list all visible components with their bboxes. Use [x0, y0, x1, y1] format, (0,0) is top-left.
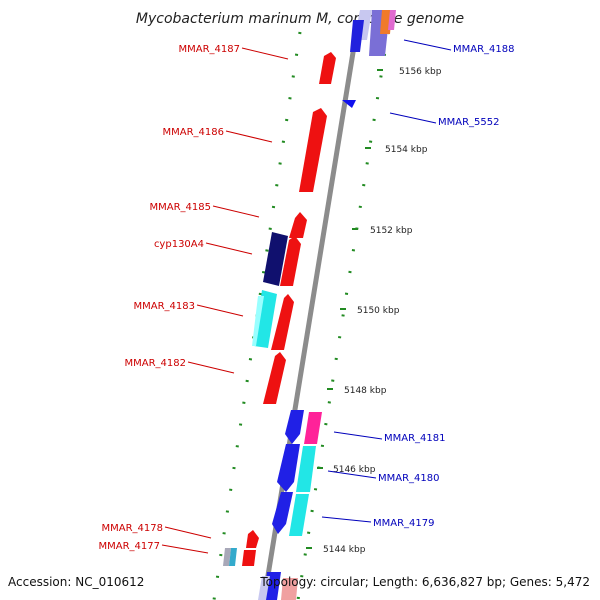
gene-block-mmar-4182[interactable] — [263, 352, 286, 404]
gene-label-text[interactable]: MMAR_4187 — [179, 44, 241, 55]
gene-label-text[interactable]: MMAR_4180 — [378, 473, 440, 484]
scale-tick-label: 5146 kbp — [333, 465, 376, 475]
scale-ticks: 5156 kbp 5154 kbp 5152 kbp 5150 kbp 5148… — [306, 67, 442, 555]
gene-label-text[interactable]: MMAR_4181 — [384, 433, 446, 444]
gene-label-text[interactable]: MMAR_4186 — [163, 127, 225, 138]
gene-block-cyan-edge[interactable] — [252, 296, 264, 346]
gene-label-text[interactable]: MMAR_4182 — [125, 358, 187, 369]
scale-tick: 5144 kbp — [306, 545, 366, 555]
gene-block-bottom-pink[interactable] — [281, 578, 298, 600]
gene-label-mmar-5552[interactable]: MMAR_5552 — [389, 112, 500, 128]
scale-tick: 5156 kbp — [377, 67, 442, 77]
gene-block-small-grey[interactable] — [223, 548, 231, 566]
gene-block-cyan-3[interactable] — [289, 494, 309, 536]
gene-label-mmar-4183[interactable]: MMAR_4183 — [134, 301, 244, 317]
scale-tick: 5150 kbp — [340, 306, 400, 316]
gene-block-cyp130a4[interactable] — [263, 232, 288, 286]
scale-tick-label: 5150 kbp — [357, 306, 400, 316]
gene-block-red-2[interactable] — [280, 236, 301, 286]
gene-label-mmar-4186[interactable]: MMAR_4186 — [163, 127, 273, 143]
gene-block-mmar-4179[interactable] — [272, 492, 293, 534]
marker-mmar-5552[interactable] — [342, 100, 356, 108]
gene-label-mmar-4187[interactable]: MMAR_4187 — [179, 44, 289, 60]
gene-block-cyan-2[interactable] — [296, 446, 316, 492]
gene-block-mmar-4180[interactable] — [277, 444, 300, 492]
gene-block-mmar-4186[interactable] — [299, 108, 327, 192]
gene-block-red-3[interactable] — [271, 294, 294, 350]
scale-tick: 5146 kbp — [317, 465, 376, 475]
gene-label-text[interactable]: MMAR_4183 — [134, 301, 196, 312]
gene-label-mmar-4177[interactable]: MMAR_4177 — [99, 541, 209, 554]
gene-label-text[interactable]: MMAR_4188 — [453, 44, 515, 55]
scale-tick-label: 5144 kbp — [323, 545, 366, 555]
scale-tick-label: 5156 kbp — [399, 67, 442, 77]
gene-label-cyp130a4[interactable]: cyp130A4 — [154, 239, 253, 255]
gene-label-mmar-4181[interactable]: MMAR_4181 — [333, 431, 446, 444]
gene-block-mmar-4187[interactable] — [319, 52, 336, 84]
gene-block-mmar-4185[interactable] — [289, 212, 307, 238]
left-labels: MMAR_4187 MMAR_4186 MMAR_4185 cyp130A4 M… — [99, 44, 289, 554]
outer-dotted-ring — [296, 31, 390, 600]
gene-block-mmar-4178[interactable] — [246, 530, 259, 548]
gene-label-text[interactable]: MMAR_4179 — [373, 518, 435, 529]
gene-label-mmar-4179[interactable]: MMAR_4179 — [321, 516, 435, 529]
gene-block-mmar-4183[interactable] — [254, 290, 277, 348]
gene-block-top-blue[interactable] — [350, 20, 364, 52]
gene-block-mmar-4177[interactable] — [242, 550, 256, 566]
gene-block-magenta[interactable] — [304, 412, 322, 444]
features — [223, 10, 396, 600]
gene-label-mmar-4180[interactable]: MMAR_4180 — [327, 470, 440, 484]
gene-label-text[interactable]: MMAR_4178 — [102, 523, 164, 534]
accession-text: Accession: NC_010612 — [8, 575, 144, 589]
gene-block-mmar-4181[interactable] — [285, 410, 304, 444]
scale-tick: 5148 kbp — [327, 386, 387, 396]
scale-tick: 5152 kbp — [352, 226, 413, 236]
map-title: Mycobacterium marinum M, complete genome — [136, 11, 464, 27]
gene-label-text[interactable]: MMAR_4185 — [150, 202, 212, 213]
right-labels: MMAR_4188 MMAR_5552 MMAR_4181 MMAR_4180 … — [321, 39, 515, 529]
gene-block-top-pink[interactable] — [388, 10, 396, 30]
gene-label-text[interactable]: MMAR_5552 — [438, 117, 500, 128]
gene-label-mmar-4188[interactable]: MMAR_4188 — [403, 39, 515, 55]
scale-tick-label: 5152 kbp — [370, 226, 413, 236]
scale-tick: 5154 kbp — [365, 145, 428, 155]
topology-text: Topology: circular; Length: 6,636,827 bp… — [259, 575, 590, 589]
gene-label-mmar-4182[interactable]: MMAR_4182 — [125, 358, 235, 374]
gene-label-text[interactable]: cyp130A4 — [154, 239, 204, 250]
scale-tick-label: 5148 kbp — [344, 386, 387, 396]
gene-block-small-cyan[interactable] — [229, 548, 237, 566]
gene-label-mmar-4178[interactable]: MMAR_4178 — [102, 523, 212, 539]
gene-label-text[interactable]: MMAR_4177 — [99, 541, 161, 552]
gene-block-bottom-pale[interactable] — [258, 576, 270, 600]
scale-tick-label: 5154 kbp — [385, 145, 428, 155]
gene-label-mmar-4185[interactable]: MMAR_4185 — [150, 202, 260, 218]
